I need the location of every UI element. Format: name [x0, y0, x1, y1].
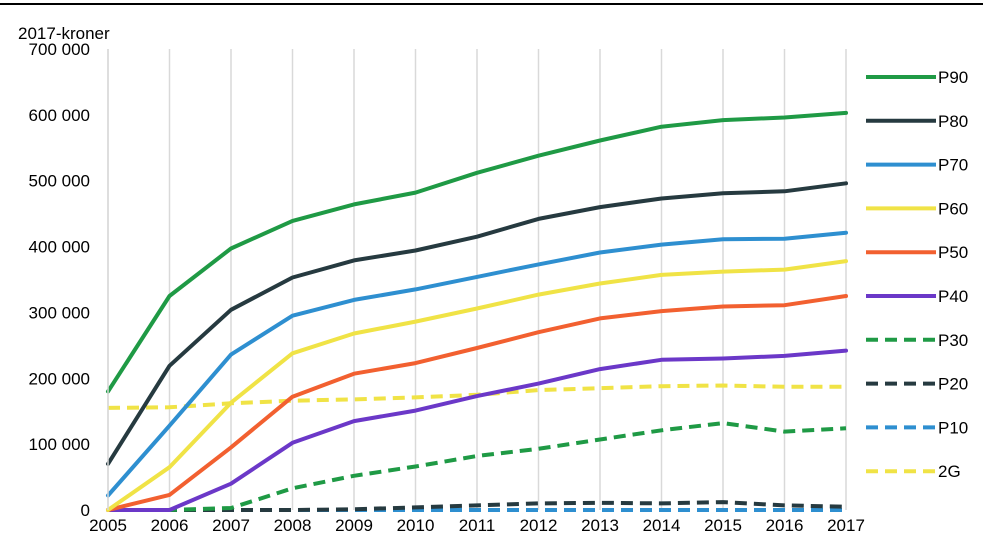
x-axis-ticks: 2005 2006 2007 2008 2009 2010 2011 2012 2013 2014…: [89, 516, 865, 535]
y-tick-label: 300 000: [29, 303, 90, 322]
legend-label-p50: P50: [938, 243, 968, 262]
series-line-p70: [106, 230, 848, 498]
x-tick-label: 2007: [212, 516, 250, 535]
x-tick-label: 2006: [151, 516, 189, 535]
x-tick-label: 2014: [643, 516, 681, 535]
series-line-p60: [106, 259, 848, 512]
x-tick-label: 2009: [335, 516, 373, 535]
legend-label-p90: P90: [938, 68, 968, 87]
x-tick-label: 2011: [459, 516, 496, 535]
x-tick-label: 2010: [397, 516, 435, 535]
y-tick-label: 500 000: [29, 172, 90, 191]
x-tick-label: 2013: [581, 516, 619, 535]
y-tick-label: 600 000: [29, 106, 90, 125]
series-line-p90: [106, 110, 848, 394]
legend-label-p70: P70: [938, 156, 968, 175]
y-axis-ticks: 0 100 000 200 000 300 000 400 000 500 000 600 …: [29, 40, 109, 520]
legend-label-p40: P40: [938, 287, 968, 306]
y-tick-label: 200 000: [29, 369, 90, 388]
series-line-p80: [106, 181, 848, 466]
x-tick-label: 2008: [274, 516, 312, 535]
series-line-p40: [106, 348, 848, 512]
legend-label-2g: 2G: [938, 462, 961, 481]
legend-label-p60: P60: [938, 199, 968, 218]
series-line-p50: [106, 294, 848, 512]
legend: P90 P80 P70 P60 P50 P40 P30 P20 P10 2G: [866, 68, 968, 481]
x-tick-label: 2005: [89, 516, 127, 535]
y-tick-label: 400 000: [29, 238, 90, 257]
y-tick-label: 700 000: [29, 40, 90, 59]
legend-label-p20: P20: [938, 375, 968, 394]
series-lines: [106, 110, 848, 512]
series-line-p30: [108, 421, 847, 512]
vertical-gridlines: [107, 49, 847, 510]
legend-label-p10: P10: [938, 418, 968, 437]
x-tick-label: 2017: [827, 516, 865, 535]
y-unit-label: 2017-kroner: [18, 24, 110, 43]
y-tick-label: 0: [81, 501, 90, 520]
legend-label-p80: P80: [938, 112, 968, 131]
x-tick-label: 2016: [766, 516, 804, 535]
x-tick-label: 2015: [704, 516, 742, 535]
y-tick-label: 100 000: [29, 435, 90, 454]
x-tick-label: 2012: [520, 516, 558, 535]
legend-label-p30: P30: [938, 331, 968, 350]
